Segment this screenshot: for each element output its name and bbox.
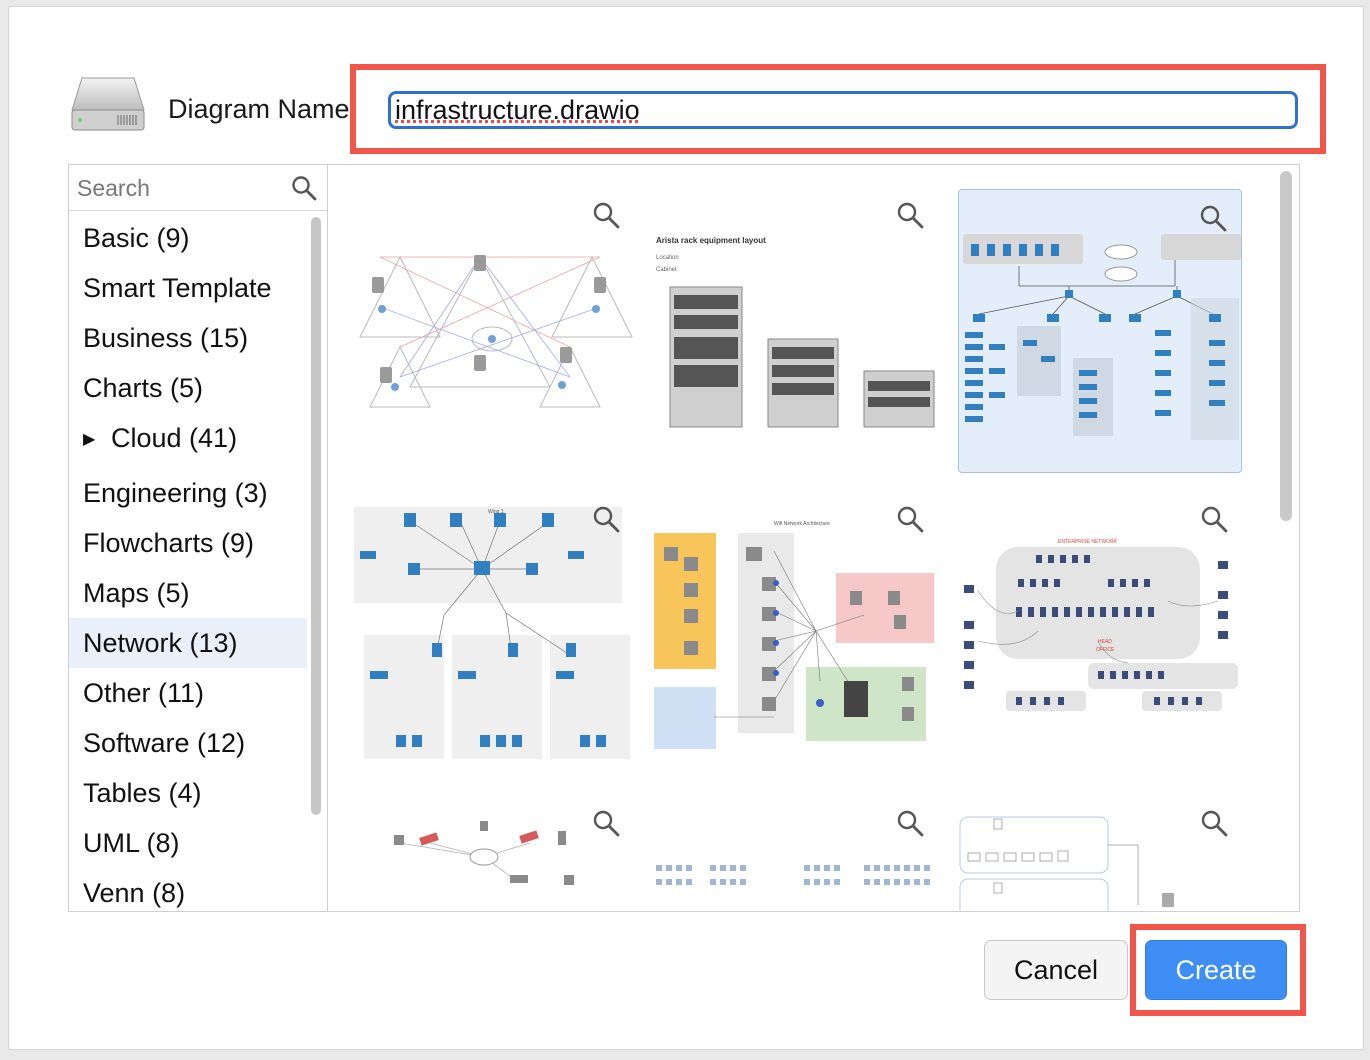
diagram-name-label: Diagram Name: bbox=[168, 94, 358, 124]
template-label: HEAD bbox=[1098, 639, 1112, 645]
template-thumbnail[interactable] bbox=[654, 795, 938, 911]
template-thumbnail[interactable]: Wing 1 bbox=[350, 491, 634, 775]
zoom-icon[interactable] bbox=[592, 201, 620, 229]
category-engineering[interactable]: Engineering (3) bbox=[83, 478, 268, 508]
category-software[interactable]: Software (12) bbox=[83, 728, 246, 758]
template-preview bbox=[959, 816, 1174, 911]
template-preview: Wifi Network Architecture bbox=[654, 521, 934, 749]
category-charts[interactable]: Charts (5) bbox=[83, 373, 204, 403]
zoom-icon[interactable] bbox=[592, 809, 620, 837]
template-title: ENTERPRISE NETWORK bbox=[1058, 539, 1118, 545]
gallery-scrollbar[interactable] bbox=[1280, 171, 1292, 521]
template-thumbnail-selected[interactable] bbox=[958, 189, 1242, 473]
template-thumbnail[interactable] bbox=[958, 795, 1242, 911]
create-button[interactable]: Create bbox=[1145, 940, 1287, 1000]
category-maps[interactable]: Maps (5) bbox=[83, 578, 190, 608]
diagram-name-input[interactable] bbox=[388, 91, 1298, 129]
template-title: Wifi Network Architecture bbox=[774, 521, 830, 527]
category-business[interactable]: Business (15) bbox=[83, 323, 249, 353]
zoom-icon[interactable] bbox=[896, 505, 924, 533]
zoom-icon[interactable] bbox=[1199, 204, 1227, 232]
zoom-icon[interactable] bbox=[1200, 505, 1228, 533]
category-sidebar: Basic (9) Smart Template Business (15) C… bbox=[68, 164, 328, 912]
zoom-icon[interactable] bbox=[592, 505, 620, 533]
template-gallery: Arista rack equipment layout Location Ca… bbox=[328, 164, 1300, 912]
template-title: Arista rack equipment layout bbox=[656, 236, 766, 245]
zoom-icon[interactable] bbox=[896, 201, 924, 229]
category-other[interactable]: Other (11) bbox=[83, 678, 205, 708]
template-preview bbox=[359, 255, 633, 408]
template-preview: Arista rack equipment layout Location Ca… bbox=[656, 236, 935, 428]
template-thumbnail[interactable]: ENTERPRISE NETWORK HEAD OFFICE bbox=[958, 491, 1242, 775]
template-preview bbox=[394, 821, 574, 885]
category-cloud[interactable]: ▶ Cloud (41) bbox=[69, 413, 307, 468]
sidebar-scrollbar[interactable] bbox=[311, 217, 321, 815]
search-box bbox=[69, 165, 327, 211]
template-thumbnail[interactable]: Arista rack equipment layout Location Ca… bbox=[654, 187, 938, 471]
template-thumbnail[interactable]: Wifi Network Architecture bbox=[654, 491, 938, 775]
template-thumbnail[interactable] bbox=[350, 187, 634, 471]
template-preview bbox=[963, 234, 1241, 440]
category-flowcharts[interactable]: Flowcharts (9) bbox=[83, 528, 255, 558]
template-label: OFFICE bbox=[1096, 647, 1115, 653]
category-basic[interactable]: Basic (9) bbox=[83, 223, 190, 253]
category-network[interactable]: Network (13) bbox=[69, 618, 307, 668]
category-venn[interactable]: Venn (8) bbox=[83, 878, 186, 908]
zoom-icon[interactable] bbox=[1200, 809, 1228, 837]
template-subtitle: Location bbox=[656, 255, 679, 261]
template-preview: ENTERPRISE NETWORK HEAD OFFICE bbox=[964, 539, 1238, 711]
category-smart-template[interactable]: Smart Template bbox=[83, 273, 272, 303]
template-title: Wing 1 bbox=[488, 509, 504, 515]
category-list: Basic (9) Smart Template Business (15) C… bbox=[69, 213, 307, 911]
search-icon[interactable] bbox=[291, 175, 317, 201]
zoom-icon[interactable] bbox=[896, 809, 924, 837]
template-subtitle: Cabinet bbox=[656, 267, 677, 273]
cancel-button[interactable]: Cancel bbox=[984, 940, 1128, 1000]
category-uml[interactable]: UML (8) bbox=[83, 828, 180, 858]
expand-arrow-icon[interactable]: ▶ bbox=[83, 430, 96, 448]
search-input[interactable] bbox=[75, 171, 285, 205]
template-preview bbox=[656, 865, 930, 885]
template-thumbnail[interactable] bbox=[350, 795, 634, 911]
hard-drive-icon bbox=[71, 77, 145, 131]
category-tables[interactable]: Tables (4) bbox=[83, 778, 202, 808]
template-preview: Wing 1 bbox=[354, 507, 630, 759]
